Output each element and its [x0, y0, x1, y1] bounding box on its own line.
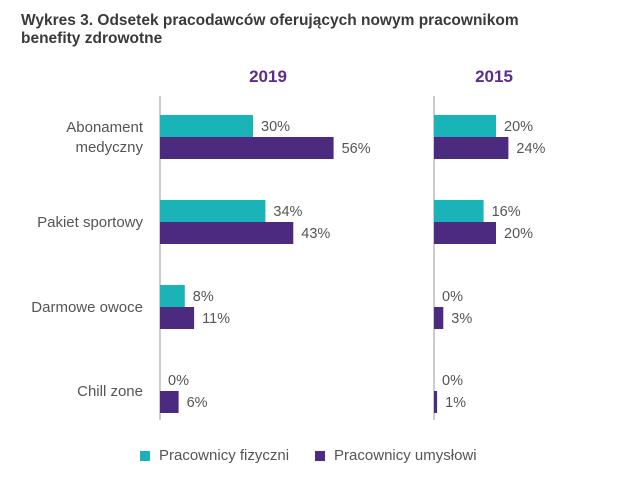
chart-title-line-1: Wykres 3. Odsetek pracodawców oferującyc…: [21, 12, 519, 29]
data-label-2019-s0-c3: 0%: [168, 373, 189, 389]
data-label-2015-s0-c1: 16%: [492, 204, 521, 220]
data-label-2015-s1-c3: 1%: [445, 395, 466, 411]
bar-2019-s1-c0: [160, 137, 334, 159]
category-label-1-0: Pakiet sportowy: [37, 214, 143, 231]
year-heading-2015: 2015: [475, 67, 513, 86]
category-label-0-0: Abonament: [66, 119, 144, 136]
bar-2019-s0-c2: [160, 285, 185, 307]
category-label-0-1: medyczny: [75, 139, 143, 156]
year-heading-2019: 2019: [249, 67, 287, 86]
data-label-2015-s1-c0: 24%: [516, 141, 545, 157]
legend-label-umyslowi: Pracownicy umysłowi: [334, 447, 477, 464]
data-label-2019-s1-c1: 43%: [301, 226, 330, 242]
legend-label-fizyczni: Pracownicy fizyczni: [159, 447, 290, 464]
bar-2015-s0-c0: [434, 115, 496, 137]
chart-title-line-2: benefity zdrowotne: [21, 30, 163, 47]
data-label-2019-s0-c1: 34%: [273, 204, 302, 220]
legend-swatch-umyslowi: [315, 450, 326, 461]
bar-2019-s0-c1: [160, 200, 266, 222]
category-label-3-0: Chill zone: [77, 383, 143, 400]
data-label-2015-s0-c2: 0%: [442, 289, 463, 305]
data-label-2019-s1-c3: 6%: [187, 395, 208, 411]
data-label-2019-s0-c2: 8%: [193, 289, 214, 305]
bar-2015-s1-c0: [434, 137, 509, 159]
data-label-2015-s0-c0: 20%: [504, 119, 533, 135]
bar-2019-s0-c0: [160, 115, 253, 137]
bar-2015-s1-c1: [434, 222, 496, 244]
data-label-2015-s0-c3: 0%: [442, 373, 463, 389]
bar-2015-s1-c2: [434, 307, 444, 329]
bar-2019-s1-c1: [160, 222, 294, 244]
data-label-2015-s1-c2: 3%: [451, 311, 472, 327]
chart-legend: Pracownicy fizyczni Pracownicy umysłowi: [140, 447, 503, 464]
data-label-2019-s1-c2: 11%: [202, 311, 230, 327]
bar-2015-s1-c3: [434, 391, 438, 413]
bar-2019-s1-c3: [160, 391, 179, 413]
legend-swatch-fizyczni: [140, 450, 150, 461]
data-label-2015-s1-c1: 20%: [504, 226, 533, 242]
bar-2015-s0-c1: [434, 200, 484, 222]
bar-2019-s1-c2: [160, 307, 195, 329]
legend-item-umyslowi: Pracownicy umysłowi: [315, 447, 477, 464]
data-label-2019-s0-c0: 30%: [261, 119, 290, 135]
category-label-2-0: Darmowe owoce: [31, 299, 143, 316]
legend-item-fizyczni: Pracownicy fizyczni: [140, 447, 289, 464]
chart-title: Wykres 3. Odsetek pracodawców oferującyc…: [21, 12, 519, 48]
data-label-2019-s1-c0: 56%: [342, 141, 371, 157]
